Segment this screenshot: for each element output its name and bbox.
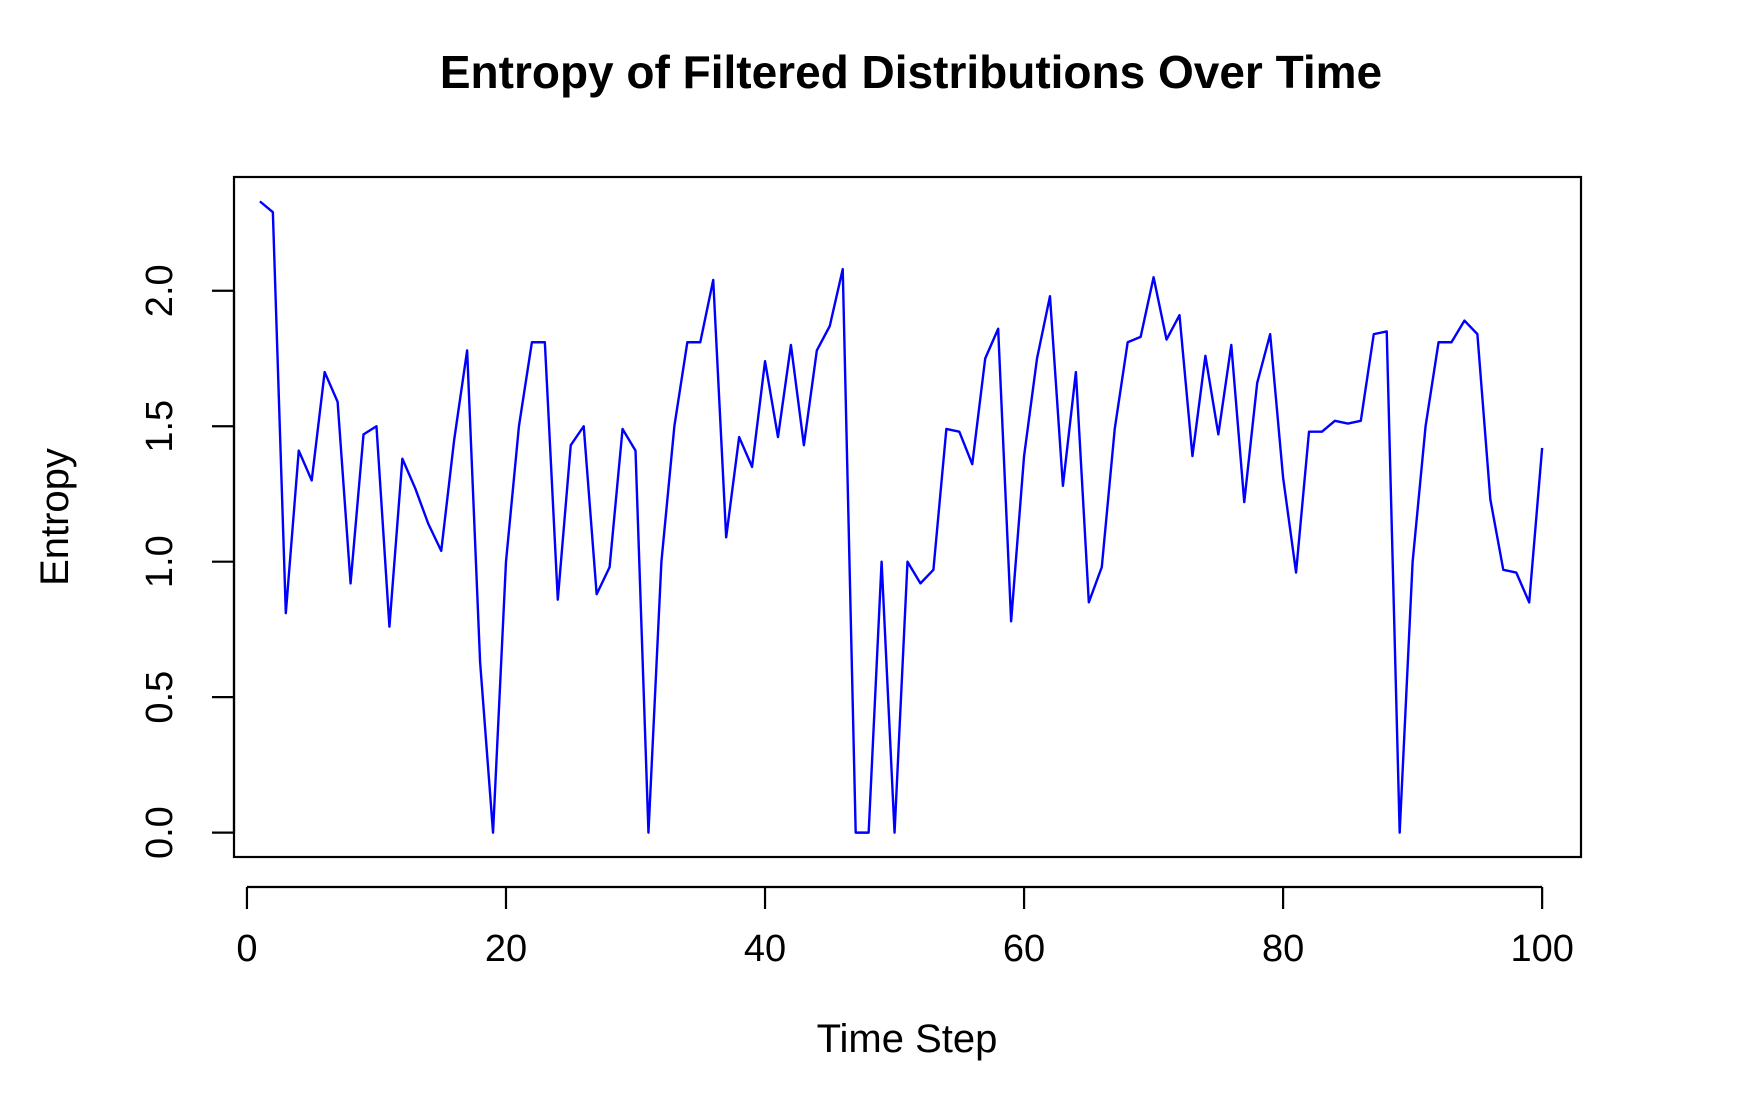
y-tick-label: 2.0 xyxy=(139,264,181,317)
x-tick-label: 40 xyxy=(744,928,786,970)
y-tick-label: 0.0 xyxy=(139,806,181,859)
y-tick-label: 0.5 xyxy=(139,671,181,724)
x-axis: 0 20 40 60 80 100 xyxy=(236,885,1574,970)
x-tick-label: 20 xyxy=(485,928,527,970)
series-line-0 xyxy=(259,200,1544,834)
plot-area-frame xyxy=(232,175,1583,859)
y-tick-label: 1.5 xyxy=(139,400,181,453)
chart-title: Entropy of Filtered Distributions Over T… xyxy=(440,46,1382,98)
series-layer xyxy=(259,200,1544,834)
x-tick-label: 0 xyxy=(236,928,257,970)
y-axis: 0.0 0.5 1.0 1.5 2.0 xyxy=(139,264,236,859)
x-tick-label: 80 xyxy=(1262,928,1304,970)
x-axis-label: Time Step xyxy=(817,1017,998,1061)
x-tick-label: 60 xyxy=(1003,928,1045,970)
x-tick-label: 100 xyxy=(1510,928,1573,970)
y-axis-label: Entropy xyxy=(33,448,77,586)
y-tick-label: 1.0 xyxy=(139,535,181,588)
